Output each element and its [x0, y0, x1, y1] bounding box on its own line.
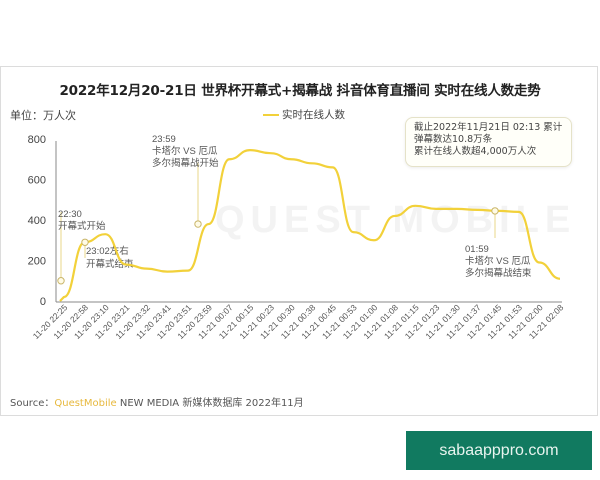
chart-title: 2022年12月20-21日 世界杯开幕式+揭幕战 抖音体育直播间 实时在线人数…: [59, 83, 541, 99]
annotation-time: 01:59: [465, 244, 489, 255]
note-line-1: 截止2022年11月21日 02:13 累计: [414, 122, 563, 133]
source-brand: QuestMobile: [54, 398, 117, 409]
source-prefix: Source：: [10, 398, 55, 409]
annotation-text: 卡塔尔 VS 厄瓜: [465, 255, 531, 267]
annotation-text: 开幕式结束: [86, 258, 134, 270]
event-marker-dot: [57, 277, 65, 285]
event-markers: [57, 207, 499, 285]
note-line-2: 弹幕数达10.8万条: [414, 134, 493, 145]
unit-label: 单位：万人次: [10, 109, 76, 122]
annotation-text: 多尔揭幕战开始: [152, 157, 219, 169]
legend-line-icon: [263, 113, 279, 116]
summary-note-box: 截止2022年11月21日 02:13 累计 弹幕数达10.8万条 累计在线人数…: [405, 117, 572, 167]
y-tick-label: 800: [28, 134, 46, 146]
annotation-text: 多尔揭幕战结束: [465, 267, 532, 279]
annotation-text: 开幕式开始: [58, 220, 106, 232]
legend: 实时在线人数: [263, 107, 345, 122]
event-marker-dot: [194, 220, 202, 228]
source-rest: NEW MEDIA 新媒体数据库 2022年11月: [116, 398, 304, 409]
source-line: Source：QuestMobile NEW MEDIA 新媒体数据库 2022…: [10, 394, 304, 409]
note-line-3: 累计在线人数超4,000万人次: [414, 146, 537, 157]
y-tick-label: 600: [28, 175, 46, 187]
y-tick-labels: 0 200 400 600 800: [28, 134, 46, 308]
event-marker-dot: [81, 238, 89, 246]
online-users-line: [59, 149, 561, 302]
y-tick-label: 200: [28, 256, 46, 268]
annotation-time: 23:02左右: [86, 245, 129, 257]
line-chart: QUEST MOBILE 0 200 400 600 800 11-20 22:2511…: [28, 134, 576, 341]
annotation-time: 22:30: [58, 209, 82, 220]
annotation-time: 23:59: [152, 134, 176, 145]
y-tick-label: 0: [40, 296, 46, 308]
event-marker-dot: [491, 207, 499, 215]
annotation-text: 卡塔尔 VS 厄瓜: [152, 145, 218, 157]
questmobile-watermark: QUEST MOBILE: [215, 199, 576, 241]
legend-label: 实时在线人数: [282, 109, 345, 121]
chart-card: 2022年12月20-21日 世界杯开幕式+揭幕战 抖音体育直播间 实时在线人数…: [0, 66, 598, 416]
y-tick-label: 400: [28, 215, 46, 227]
site-watermark-badge: sabaapppro.com: [406, 431, 592, 470]
